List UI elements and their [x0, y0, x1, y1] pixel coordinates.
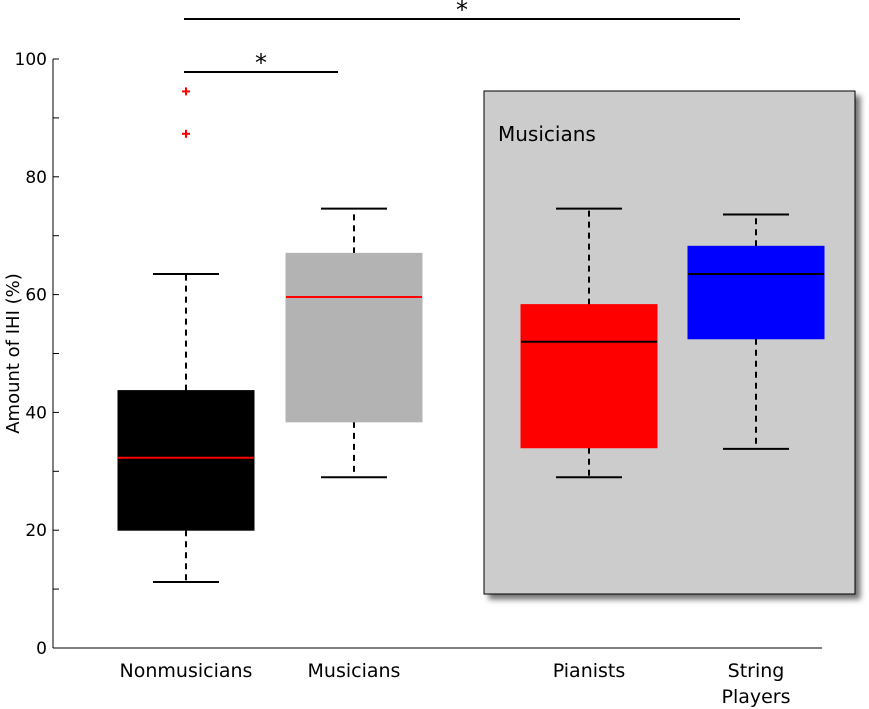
significance-marker: * — [456, 0, 468, 24]
y-tick-label: 60 — [25, 286, 47, 306]
x-category-label: Pianists — [553, 660, 626, 682]
x-category-label: String — [728, 660, 785, 682]
y-tick-label: 40 — [25, 403, 47, 423]
x-category-label: Nonmusicians — [120, 660, 253, 682]
iqr-box — [285, 252, 423, 423]
iqr-box — [520, 304, 658, 449]
x-category-label: Musicians — [308, 660, 401, 682]
box-group — [520, 207, 658, 479]
y-tick-label: 100 — [15, 50, 47, 70]
significance-marker: * — [255, 49, 267, 77]
box-group — [687, 213, 825, 450]
y-tick-label: 80 — [25, 168, 47, 188]
y-axis-label: Amount of IHI (%) — [3, 273, 24, 434]
inset-label: Musicians — [498, 122, 596, 146]
iqr-box — [117, 390, 255, 531]
y-tick-label: 20 — [25, 521, 47, 541]
x-category-label: Players — [721, 686, 790, 708]
box-group — [285, 207, 423, 479]
box-group — [117, 87, 255, 584]
iqr-box — [687, 245, 825, 340]
y-tick-label: 0 — [36, 639, 47, 659]
